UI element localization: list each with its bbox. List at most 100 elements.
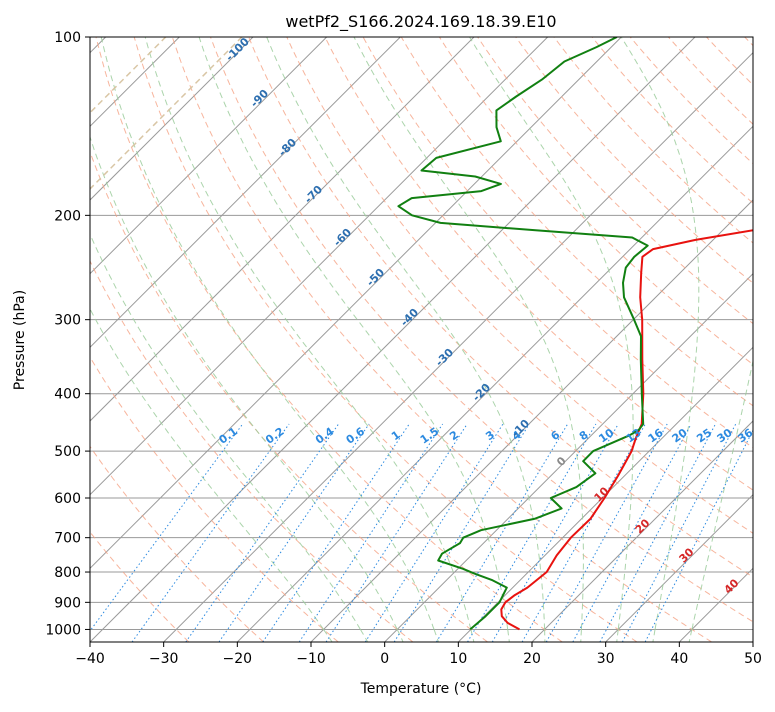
y-tick-label: 300	[54, 313, 81, 329]
frost-point-label: -70	[302, 183, 325, 206]
moist-adiabat-line	[64, 37, 403, 642]
isotherm-line	[458, 37, 775, 642]
y-tick-label: 200	[54, 208, 81, 224]
y-tick-label: 500	[54, 444, 81, 460]
dry-adiabat-line	[745, 37, 775, 642]
dry-adiabat-line	[0, 37, 189, 642]
mixing-ratio-line	[82, 424, 243, 642]
x-tick-label: 10	[449, 651, 467, 667]
frost-point-label: -40	[398, 306, 421, 329]
isotherm-line	[164, 37, 769, 642]
y-tick-label: 100	[54, 30, 81, 46]
y-tick-label: 900	[54, 595, 81, 611]
mixing-ratio-line	[326, 424, 467, 642]
mixing-ratio-line	[186, 424, 339, 642]
moist-adiabat-line	[5, 37, 332, 642]
isotherm-line	[237, 37, 775, 642]
dry-adiabat-line	[96, 37, 562, 642]
y-tick-label: 600	[54, 491, 81, 507]
moist-adiabat-line	[33, 37, 368, 642]
isotherm-line	[90, 37, 695, 642]
dry-adiabat-line	[516, 37, 775, 642]
dry-adiabat-line	[0, 37, 264, 642]
frost-point-label: -30	[433, 346, 456, 369]
mixing-ratio-label: 1	[389, 428, 403, 443]
x-axis-label: Temperature (°C)	[360, 681, 482, 697]
adiabat-label: 0	[554, 454, 569, 469]
mixing-ratio-line	[365, 424, 503, 642]
y-tick-label: 1000	[45, 622, 81, 638]
profile-lines	[398, 37, 775, 629]
isotherm-line	[0, 37, 327, 642]
frost-point-label: -60	[331, 226, 354, 249]
mixing-ratio-line	[492, 424, 618, 642]
mixing-ratio-line	[600, 424, 716, 642]
y-tick-label: 700	[54, 531, 81, 547]
plot-frame	[90, 37, 753, 642]
x-tick-label: −40	[75, 651, 105, 667]
x-tick-label: −20	[223, 651, 253, 667]
dry-adiabat-line	[439, 37, 775, 642]
mixing-ratio-label: 3	[483, 428, 497, 443]
adiabat-label: 30	[677, 545, 697, 565]
frost-point-label: -100	[223, 35, 252, 64]
dry-adiabat-line	[707, 37, 775, 642]
frost-point-label: -50	[364, 266, 387, 289]
isotherm-line	[385, 37, 775, 642]
chart-title: wetPf2_S166.2024.169.18.39.E10	[285, 12, 556, 32]
isotherm-line	[532, 37, 775, 642]
mixing-ratio-label: 1.5	[418, 425, 441, 447]
dry-adiabat-line	[58, 37, 488, 642]
dry-adiabat-line	[0, 37, 338, 642]
mixing-ratio-line	[645, 424, 756, 642]
mixing-ratio-label: 0.6	[344, 425, 368, 447]
mixing-ratio-line	[299, 424, 442, 642]
x-tick-label: 30	[597, 651, 615, 667]
mixing-ratio-label: 0.4	[313, 425, 337, 447]
mixing-ratio-line	[573, 424, 691, 642]
x-tick-label: −30	[149, 651, 179, 667]
mixing-ratio-label: 25	[694, 426, 714, 445]
mixing-ratio-label: 0.1	[217, 425, 240, 447]
mixing-ratio-label: 0.2	[263, 425, 286, 447]
x-tick-label: −10	[296, 651, 326, 667]
dewpoint-profile-line	[398, 37, 647, 629]
mixing-ratio-line	[546, 424, 667, 642]
x-tick-label: 40	[670, 651, 688, 667]
mixing-ratio-label: 8	[577, 428, 591, 443]
mixing-ratio-label: 20	[670, 426, 690, 446]
frost-point-label: -80	[276, 136, 299, 159]
x-tick-label: 20	[523, 651, 541, 667]
temperature-profile-line	[501, 37, 775, 629]
ice-saturation-line	[0, 37, 242, 642]
frost-point-label: -90	[248, 87, 271, 110]
background-lines	[0, 37, 775, 642]
mixing-ratio-label: 16	[646, 426, 666, 446]
isotherm-line	[311, 37, 775, 642]
adiabat-label: 10	[592, 484, 612, 504]
y-axis-ticks: 100 200 300 400 500 600 700 800 900 1000	[45, 30, 90, 638]
dry-adiabat-line	[554, 37, 775, 642]
moist-adiabat-line	[101, 37, 438, 642]
dry-adiabat-line	[20, 37, 413, 642]
frost-point-label: -20	[470, 381, 493, 404]
isotherm-line	[753, 37, 775, 642]
adiabat-label: 20	[633, 516, 653, 536]
isotherm-line	[0, 37, 253, 642]
adiabat-label: 40	[722, 576, 742, 596]
y-tick-label: 800	[54, 565, 81, 581]
isotherm-line	[679, 37, 775, 642]
x-tick-label: 50	[744, 651, 762, 667]
moist-adiabat-line	[689, 37, 775, 642]
moist-adiabat-line	[470, 37, 634, 642]
dry-adiabat-line	[134, 37, 637, 642]
y-axis-label: Pressure (hPa)	[12, 290, 28, 390]
isotherm-line	[0, 37, 400, 642]
y-tick-label: 400	[54, 387, 81, 403]
mixing-ratio-line	[132, 424, 289, 642]
isotherm-line	[0, 37, 474, 642]
